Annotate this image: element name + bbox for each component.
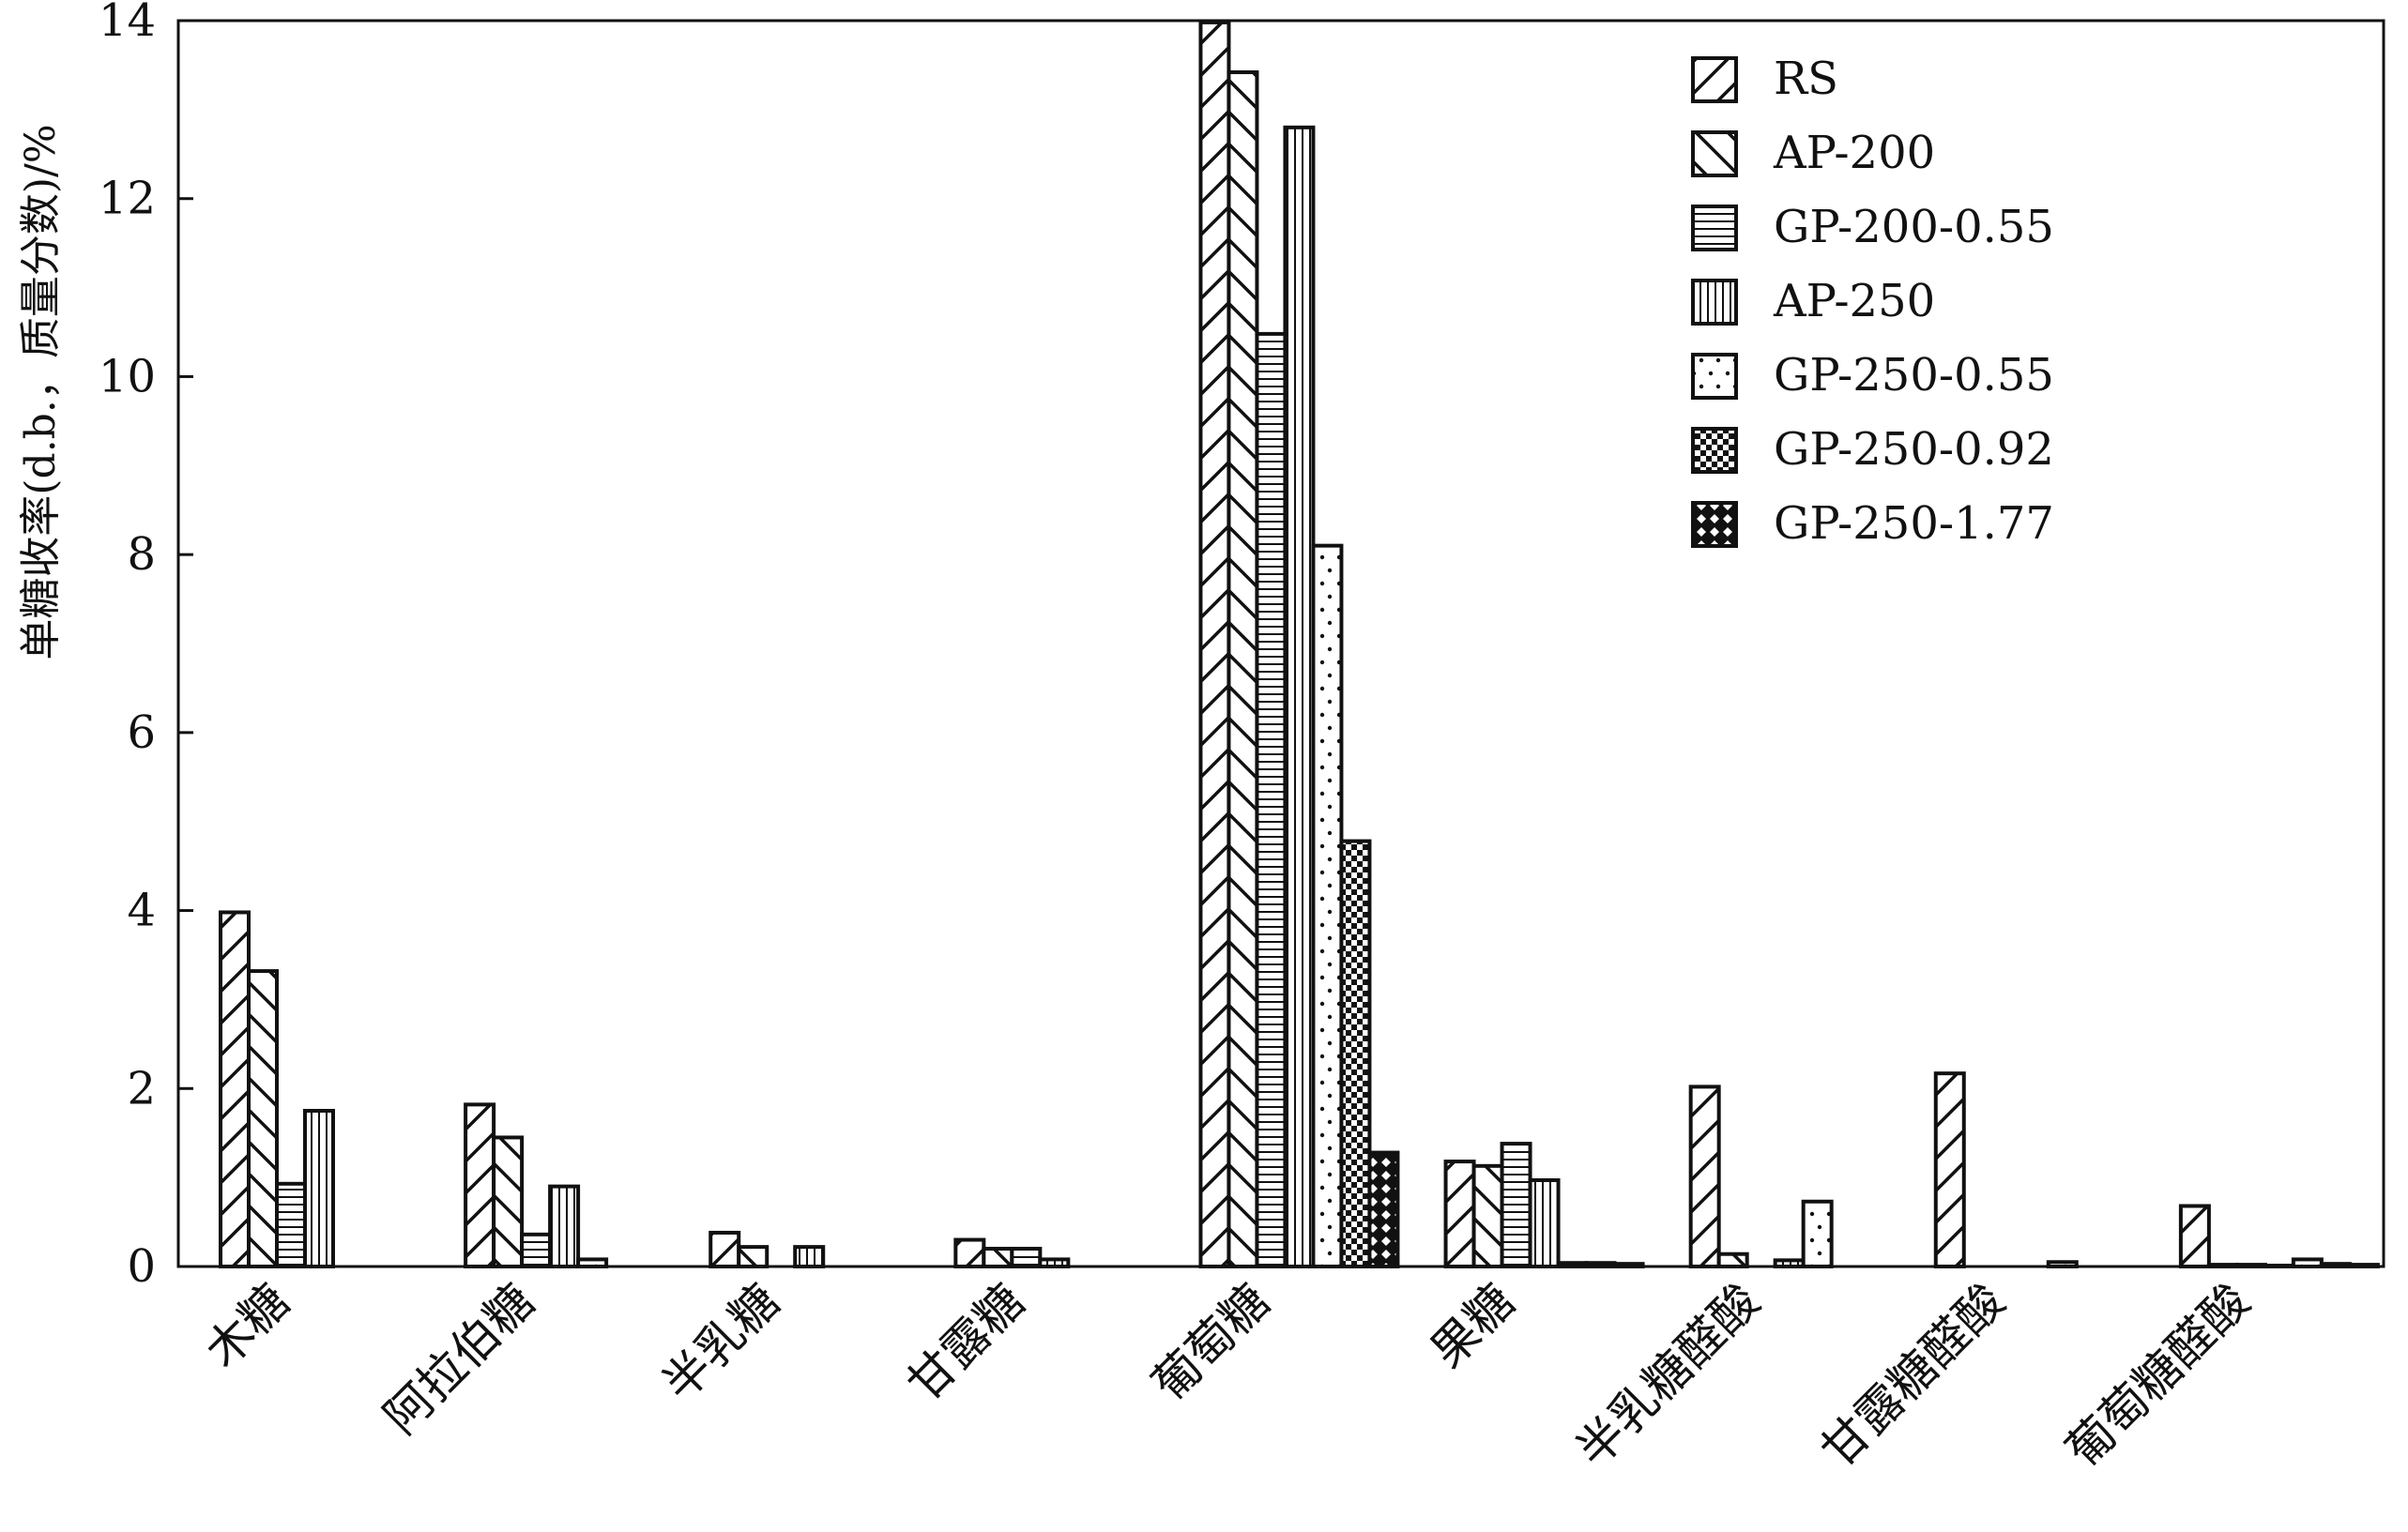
y-tick-label: 0: [127, 1240, 156, 1293]
bar-RS-8: [2178, 1204, 2211, 1269]
legend-label: GP-250-0.92: [1774, 423, 2054, 476]
legend-label: AP-250: [1773, 275, 1935, 327]
x-axis-labels: 木糖 阿拉伯糖 半乳糖 甘露糖 葡萄糖 果糖 半乳糖醛酸 甘露糖醛酸 葡萄糖醛酸: [195, 1273, 2261, 1478]
legend-swatch: [1691, 130, 1738, 177]
y-tick-label: 14: [99, 0, 156, 47]
bar-AP-200-2: [737, 1245, 770, 1269]
y-tick-label: 8: [127, 528, 156, 581]
y-tick-label: 2: [127, 1062, 156, 1115]
bar-AP-200-1: [492, 1135, 525, 1269]
bar-AP-200-6: [1716, 1251, 1749, 1268]
bar-GP-250-0.55-6: [1801, 1199, 1834, 1268]
x-tick-label: 葡萄糖醛酸: [2056, 1273, 2261, 1478]
bar-GP-200-0.55-3: [1010, 1247, 1043, 1268]
y-axis-ticks: 0 2 4 6 8 10 12 14: [99, 0, 193, 1293]
x-tick-label: 甘露糖醛酸: [1810, 1273, 2015, 1478]
bar-AP-200-4: [1227, 70, 1259, 1269]
legend-swatch: [1691, 279, 1738, 326]
bar-RS-0: [219, 910, 251, 1268]
bar-AP-200-5: [1471, 1163, 1504, 1268]
x-tick-label: 甘露糖: [897, 1273, 1035, 1411]
legend-swatch: [1691, 501, 1738, 548]
x-tick-label: 葡萄糖: [1142, 1273, 1280, 1411]
bar-GP-250-0.92-4: [1339, 839, 1372, 1269]
legend-label: RS: [1774, 53, 1838, 105]
y-tick-label: 10: [99, 350, 156, 402]
bar-RS-1: [464, 1102, 496, 1268]
legend-swatch: [1691, 205, 1738, 251]
bar-RS-7: [1933, 1071, 1966, 1269]
bar-GP-250-0.55-4: [1311, 543, 1344, 1268]
bar-RS-2: [709, 1230, 741, 1269]
bar-GP-250-1.77-4: [1367, 1150, 1400, 1269]
bar-GP-200-0.55-4: [1255, 331, 1288, 1268]
bar-RS-3: [953, 1237, 986, 1268]
bar-AP-250-4: [1283, 125, 1316, 1268]
legend-label: GP-250-1.77: [1774, 497, 2054, 550]
plot-frame: [176, 19, 2385, 1268]
bar-AP-200-0: [247, 969, 279, 1269]
bar-AP-250-0: [303, 1109, 335, 1268]
bar-RS-5: [1443, 1160, 1476, 1269]
x-tick-label: 阿拉伯糖: [373, 1273, 544, 1444]
bar-AP-250-5: [1528, 1177, 1561, 1268]
legend-swatch: [1691, 353, 1738, 400]
bar-AP-200-3: [982, 1247, 1014, 1268]
legend-label: GP-200-0.55: [1774, 201, 2054, 253]
bar-AP-250-1: [548, 1184, 581, 1268]
bar-GP-200-0.55-5: [1500, 1142, 1532, 1269]
legend: RS AP-200 GP-200-0.55 AP-250 GP-250-0.55 GP-2…: [1691, 53, 2054, 550]
legend-label: GP-250-0.55: [1774, 349, 2054, 402]
legend-swatch: [1691, 56, 1738, 103]
y-axis-label: 单糖收率(d.b.，质量分数)/%: [17, 124, 65, 660]
x-tick-label: 半乳糖醛酸: [1565, 1273, 1770, 1478]
bar-GP-200-0.55-0: [275, 1181, 307, 1268]
bar-RS-6: [1688, 1085, 1721, 1268]
x-tick-label: 半乳糖: [652, 1273, 790, 1411]
legend-label: AP-200: [1773, 127, 1935, 179]
x-tick-label: 木糖: [195, 1273, 300, 1378]
bar-RS-4: [1198, 20, 1231, 1269]
y-tick-label: 12: [99, 173, 156, 225]
y-tick-label: 6: [127, 706, 156, 759]
bar-AP-250-2: [793, 1245, 826, 1269]
bar-GP-200-0.55-1: [520, 1232, 553, 1269]
legend-swatch: [1691, 427, 1738, 474]
x-tick-label: 果糖: [1420, 1273, 1525, 1378]
y-tick-label: 4: [127, 885, 156, 937]
bars: [219, 20, 2380, 1269]
